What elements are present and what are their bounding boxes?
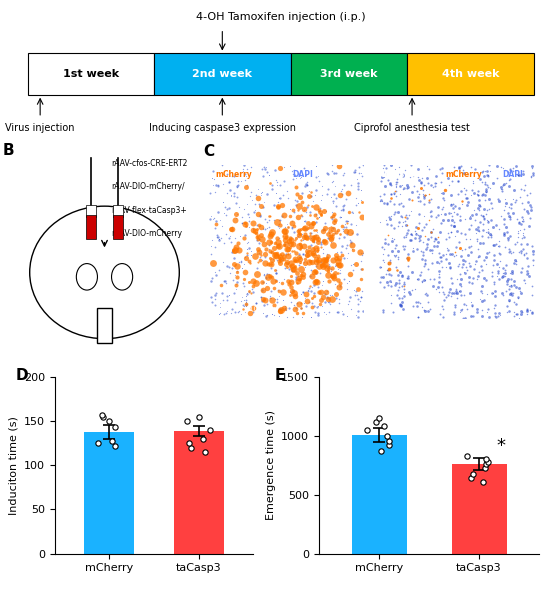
Text: 100 μm: 100 μm: [249, 306, 277, 312]
Text: 1st week: 1st week: [63, 69, 119, 79]
FancyBboxPatch shape: [97, 307, 112, 343]
Text: rAAV-DIO-mCherry: rAAV-DIO-mCherry: [112, 229, 183, 238]
Text: rAAV-flex-taCasp3+: rAAV-flex-taCasp3+: [112, 206, 188, 214]
Text: E: E: [275, 368, 285, 383]
Text: rAAV-DIO-mCherry/: rAAV-DIO-mCherry/: [112, 183, 185, 191]
FancyBboxPatch shape: [86, 206, 96, 217]
Ellipse shape: [30, 206, 179, 339]
Bar: [84, 432, 134, 554]
Text: /: /: [286, 170, 289, 178]
Text: Inducing caspase3 expression: Inducing caspase3 expression: [149, 123, 296, 133]
Ellipse shape: [76, 264, 97, 290]
Text: rAAV-cfos-CRE-ERT2: rAAV-cfos-CRE-ERT2: [112, 159, 188, 168]
Text: 4-OH Tamoxifen injection (i.p.): 4-OH Tamoxifen injection (i.p.): [196, 12, 365, 22]
Text: /: /: [497, 170, 499, 178]
FancyBboxPatch shape: [154, 54, 290, 95]
Text: DAPI: DAPI: [503, 170, 524, 178]
Text: mCherry: mCherry: [446, 170, 482, 178]
Text: taCasp3+: taCasp3+: [381, 170, 422, 178]
Text: B: B: [2, 143, 14, 158]
Ellipse shape: [112, 264, 133, 290]
FancyBboxPatch shape: [113, 206, 123, 217]
FancyBboxPatch shape: [113, 215, 123, 239]
Text: DAPI: DAPI: [292, 170, 313, 178]
Y-axis label: Induciton time (s): Induciton time (s): [9, 416, 19, 515]
Text: mCherry: mCherry: [215, 170, 252, 178]
FancyBboxPatch shape: [290, 54, 407, 95]
Y-axis label: Emergence time (s): Emergence time (s): [266, 411, 276, 520]
Bar: [351, 435, 406, 554]
Text: D: D: [15, 368, 28, 383]
Text: 3rd week: 3rd week: [320, 69, 377, 79]
Text: 4th week: 4th week: [442, 69, 499, 79]
Text: A: A: [7, 0, 19, 1]
Text: C: C: [204, 144, 214, 159]
Bar: [174, 431, 224, 554]
Text: Ciprofol anesthesia test: Ciprofol anesthesia test: [354, 123, 470, 133]
Text: Virus injection: Virus injection: [6, 123, 75, 133]
FancyBboxPatch shape: [28, 54, 154, 95]
FancyBboxPatch shape: [86, 215, 96, 239]
Text: *: *: [497, 436, 505, 455]
Text: 2nd week: 2nd week: [192, 69, 252, 79]
Bar: [452, 464, 507, 554]
FancyBboxPatch shape: [407, 54, 534, 95]
